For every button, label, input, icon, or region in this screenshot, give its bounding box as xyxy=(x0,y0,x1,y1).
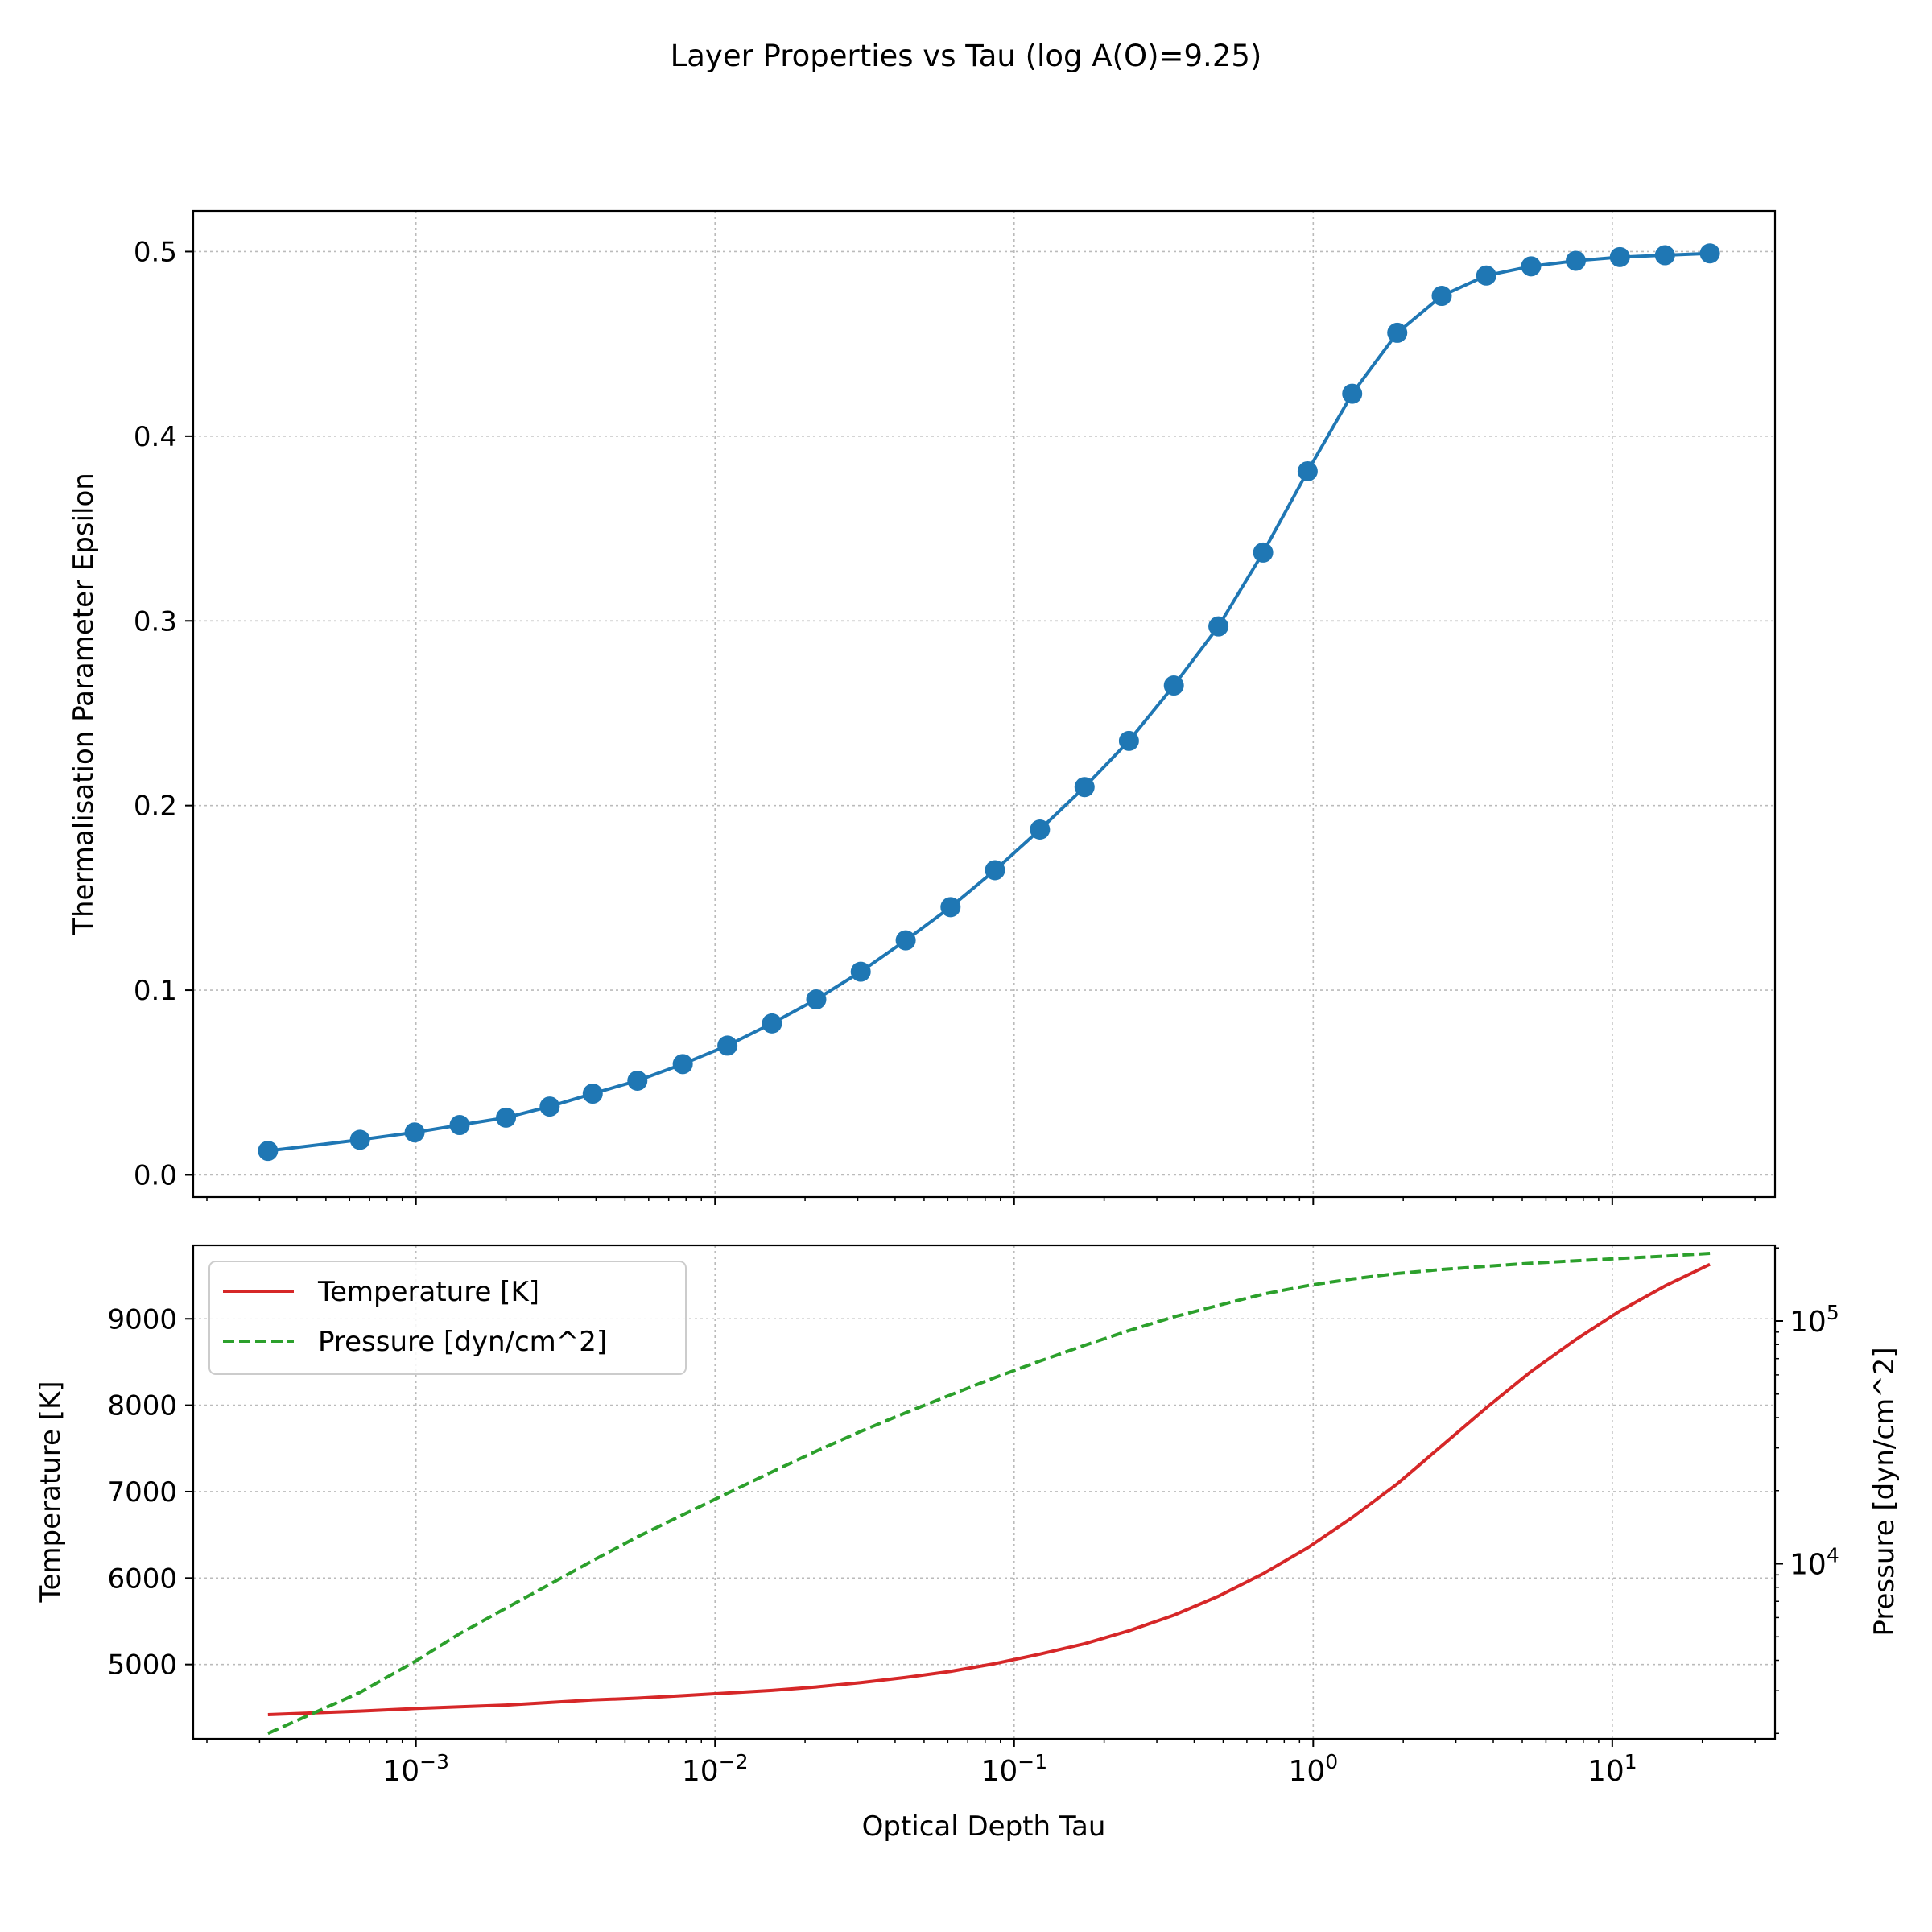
tau-x-tick-label: 10−2 xyxy=(682,1750,749,1788)
epsilon-point xyxy=(1387,322,1408,343)
epsilon-ticks: 0.0 0.1 0.2 0.3 0.4 0.5 xyxy=(134,236,1756,1205)
epsilon-point xyxy=(1297,460,1318,481)
temperature-y-tick-label: 5000 xyxy=(107,1649,177,1682)
epsilon-panel: 0.0 0.1 0.2 0.3 0.4 0.5 Thermalisation Parame… xyxy=(68,209,1777,1205)
epsilon-point xyxy=(1699,243,1720,264)
epsilon-point xyxy=(404,1122,425,1143)
temperature-pressure-panel: 10−3 10−2 10−1 100 101 5000 6000 7000 8000 9000 10… xyxy=(35,1244,1901,1843)
temperature-y-tick-label: 6000 xyxy=(107,1563,177,1595)
epsilon-point xyxy=(717,1035,738,1056)
epsilon-grid xyxy=(193,211,1775,1197)
tau-x-tick-label: 100 xyxy=(1288,1750,1338,1788)
pressure-y-tick-label: 104 xyxy=(1790,1544,1839,1582)
tau-x-tick-label: 101 xyxy=(1587,1750,1637,1788)
legend: Temperature [K] Pressure [dyn/cm^2] xyxy=(208,1261,687,1375)
epsilon-point xyxy=(1253,542,1274,563)
epsilon-point xyxy=(1476,265,1496,286)
tau-x-axis-label: Optical Depth Tau xyxy=(862,1810,1106,1843)
epsilon-point xyxy=(672,1054,693,1075)
temperature-pressure-series xyxy=(267,1251,1711,1736)
epsilon-point xyxy=(1342,383,1363,404)
tau-x-tick-label: 10−1 xyxy=(980,1750,1047,1788)
epsilon-point xyxy=(1163,675,1184,696)
epsilon-y-axis-label: Thermalisation Parameter Epsilon xyxy=(68,473,100,935)
epsilon-axes-frame xyxy=(192,209,1777,1199)
epsilon-y-tick-label: 0.3 xyxy=(134,605,177,638)
epsilon-point xyxy=(1074,777,1095,798)
figure-title: Layer Properties vs Tau (log A(O)=9.25) xyxy=(671,39,1262,73)
epsilon-point xyxy=(1566,250,1587,271)
epsilon-point xyxy=(449,1115,470,1136)
temperature-pressure-ticks: 10−3 10−2 10−1 100 101 5000 6000 7000 8000 9000 10… xyxy=(107,1247,1839,1788)
epsilon-point xyxy=(539,1096,560,1117)
temperature-y-axis-label: Temperature [K] xyxy=(35,1381,67,1603)
epsilon-point xyxy=(895,930,916,951)
epsilon-point xyxy=(1030,819,1051,840)
epsilon-point xyxy=(349,1129,370,1150)
epsilon-point xyxy=(940,897,961,918)
legend-box xyxy=(208,1261,687,1375)
legend-temperature-label: Temperature [K] xyxy=(317,1276,539,1308)
epsilon-y-tick-label: 0.0 xyxy=(134,1159,177,1191)
epsilon-point xyxy=(1521,256,1542,277)
epsilon-point xyxy=(1654,245,1675,266)
epsilon-y-tick-label: 0.4 xyxy=(134,421,177,453)
epsilon-point xyxy=(496,1107,517,1128)
tau-x-tick-label: 10−3 xyxy=(382,1750,449,1788)
temperature-y-tick-label: 8000 xyxy=(107,1390,177,1422)
epsilon-point xyxy=(806,989,827,1010)
pressure-y-tick-label: 105 xyxy=(1790,1301,1839,1339)
epsilon-point xyxy=(850,961,871,982)
epsilon-point xyxy=(1118,730,1139,751)
temperature-line xyxy=(267,1262,1711,1716)
epsilon-y-tick-label: 0.2 xyxy=(134,791,177,823)
pressure-y-axis-label: Pressure [dyn/cm^2] xyxy=(1868,1347,1901,1636)
epsilon-point xyxy=(627,1070,648,1091)
epsilon-y-tick-label: 0.1 xyxy=(134,975,177,1007)
epsilon-point xyxy=(985,860,1005,881)
epsilon-point xyxy=(582,1084,603,1104)
epsilon-point xyxy=(1609,246,1630,267)
temperature-y-tick-label: 7000 xyxy=(107,1476,177,1509)
pressure-line xyxy=(267,1251,1711,1736)
epsilon-point xyxy=(1431,286,1452,307)
epsilon-point xyxy=(1208,616,1229,637)
temperature-y-tick-label: 9000 xyxy=(107,1303,177,1335)
legend-pressure-label: Pressure [dyn/cm^2] xyxy=(318,1326,607,1358)
epsilon-y-tick-label: 0.5 xyxy=(134,236,177,268)
epsilon-series xyxy=(258,243,1720,1162)
epsilon-point xyxy=(258,1141,279,1162)
epsilon-point xyxy=(762,1013,782,1034)
